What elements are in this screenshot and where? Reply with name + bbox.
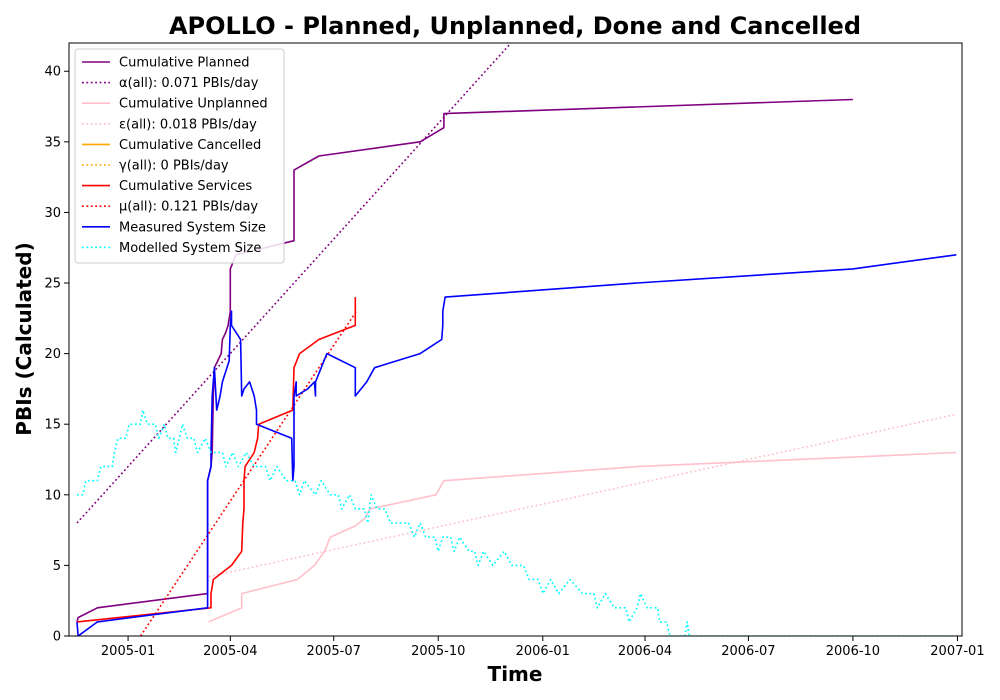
legend-entry-measured-system-size: Measured System Size	[119, 220, 266, 235]
legend: Cumulative Planned α(all): 0.071 PBIs/day…	[74, 48, 285, 264]
series-line-8	[139, 310, 358, 636]
series-group	[76, 43, 957, 636]
y-tick-label: 30	[44, 206, 61, 221]
legend-entry-modelled-system-size: Modelled System Size	[119, 241, 261, 256]
legend-entry-all-0-071-pbis-day: α(all): 0.071 PBIs/day	[119, 76, 259, 91]
series-line-3	[208, 451, 957, 623]
x-tick-label: 2005-10	[411, 644, 465, 659]
legend-entry-all-0-018-pbis-day: ε(all): 0.018 PBIs/day	[119, 117, 257, 132]
x-tick-label: 2006-10	[826, 644, 880, 659]
y-tick-label: 10	[44, 488, 61, 503]
y-tick-label: 15	[44, 418, 61, 433]
legend-entry-all-0-121-pbis-day: μ(all): 0.121 PBIs/day	[119, 200, 258, 215]
x-tick-label: 2005-07	[307, 644, 361, 659]
legend-entry-cumulative-cancelled: Cumulative Cancelled	[119, 138, 261, 153]
y-axis-label: PBIs (Calculated)	[12, 242, 36, 435]
legend-entry-all-0-pbis-day: γ(all): 0 PBIs/day	[119, 159, 229, 174]
y-axis: 0 5 10 15 20 25 30 35 40	[44, 65, 69, 645]
x-tick-label: 2005-01	[101, 644, 155, 659]
x-axis: 2005-01 2005-04 2005-07 2005-10 2006-01 2006-…	[101, 636, 985, 659]
series-line-10	[77, 409, 957, 636]
series-line-7	[76, 297, 357, 623]
y-tick-label: 5	[53, 559, 61, 574]
y-tick-label: 20	[44, 347, 61, 362]
legend-entry-cumulative-unplanned: Cumulative Unplanned	[119, 97, 268, 112]
legend-frame	[74, 48, 285, 264]
x-tick-label: 2006-01	[516, 644, 570, 659]
x-tick-label: 2005-04	[203, 644, 257, 659]
legend-entry-cumulative-planned: Cumulative Planned	[119, 56, 249, 71]
y-tick-label: 25	[44, 277, 61, 292]
legend-entry-cumulative-services: Cumulative Services	[119, 179, 252, 194]
y-tick-label: 35	[44, 135, 61, 150]
chart-title: APOLLO - Planned, Unplanned, Done and Ca…	[169, 12, 861, 40]
y-tick-label: 0	[53, 630, 61, 645]
series-line-9	[76, 254, 957, 636]
x-tick-label: 2007-01	[930, 644, 984, 659]
plot-frame	[68, 42, 963, 637]
x-tick-label: 2006-04	[618, 644, 672, 659]
y-tick-label: 40	[44, 65, 61, 80]
x-axis-label: Time	[488, 662, 543, 686]
x-tick-label: 2006-07	[721, 644, 775, 659]
